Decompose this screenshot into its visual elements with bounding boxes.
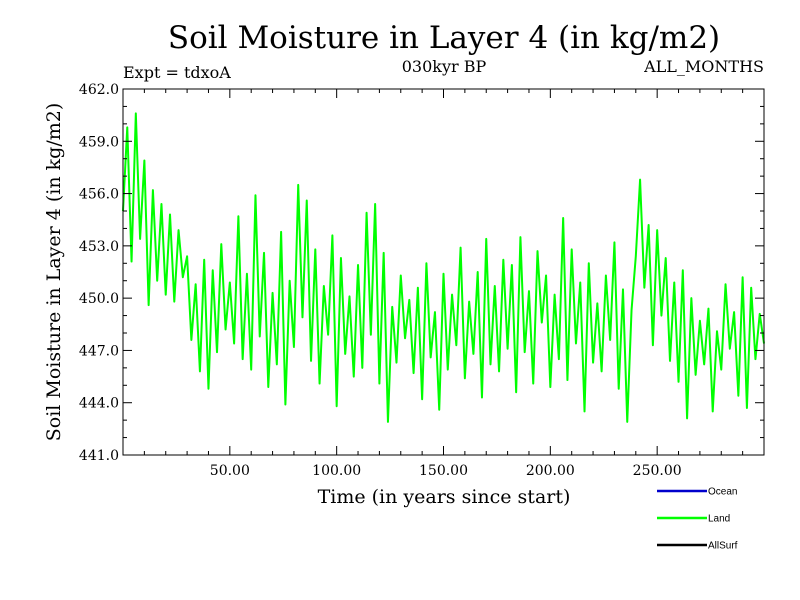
experiment-label: Expt = tdxoA <box>123 63 231 82</box>
y-tick-label: 441.0 <box>79 448 119 464</box>
plot-area: 50.00 100.00 150.00 200.00 250.00 441.0 444.0 4… <box>79 82 765 479</box>
legend: Ocean Land AllSurf <box>657 487 738 552</box>
chart-title: Soil Moisture in Layer 4 (in kg/m2) <box>168 20 720 56</box>
y-tick-label: 450.0 <box>79 291 119 307</box>
plot-frame <box>122 88 765 456</box>
x-tick-label: 250.00 <box>633 463 682 479</box>
x-tick-label: 150.00 <box>419 463 468 479</box>
series-line-land <box>122 112 765 423</box>
y-tick-label: 447.0 <box>79 343 119 359</box>
x-tick-label: 200.00 <box>526 463 575 479</box>
y-tick-label: 444.0 <box>79 396 119 412</box>
x-tick-label: 50.00 <box>210 463 250 479</box>
x-tick-label: 100.00 <box>312 463 361 479</box>
y-tick-label: 459.0 <box>79 134 119 150</box>
x-axis-label: Time (in years since start) <box>318 486 571 508</box>
months-label: ALL_MONTHS <box>643 57 764 76</box>
y-axis-label: Soil Moisture in Layer 4 (in kg/m2) <box>43 103 65 442</box>
legend-label-land: Land <box>708 514 730 525</box>
y-tick-label: 453.0 <box>79 239 119 255</box>
y-tick-label: 462.0 <box>79 82 119 98</box>
legend-label-allsurf: AllSurf <box>708 541 738 552</box>
period-label: 030kyr BP <box>402 57 487 76</box>
legend-label-ocean: Ocean <box>708 487 737 498</box>
y-tick-label: 456.0 <box>79 187 119 203</box>
